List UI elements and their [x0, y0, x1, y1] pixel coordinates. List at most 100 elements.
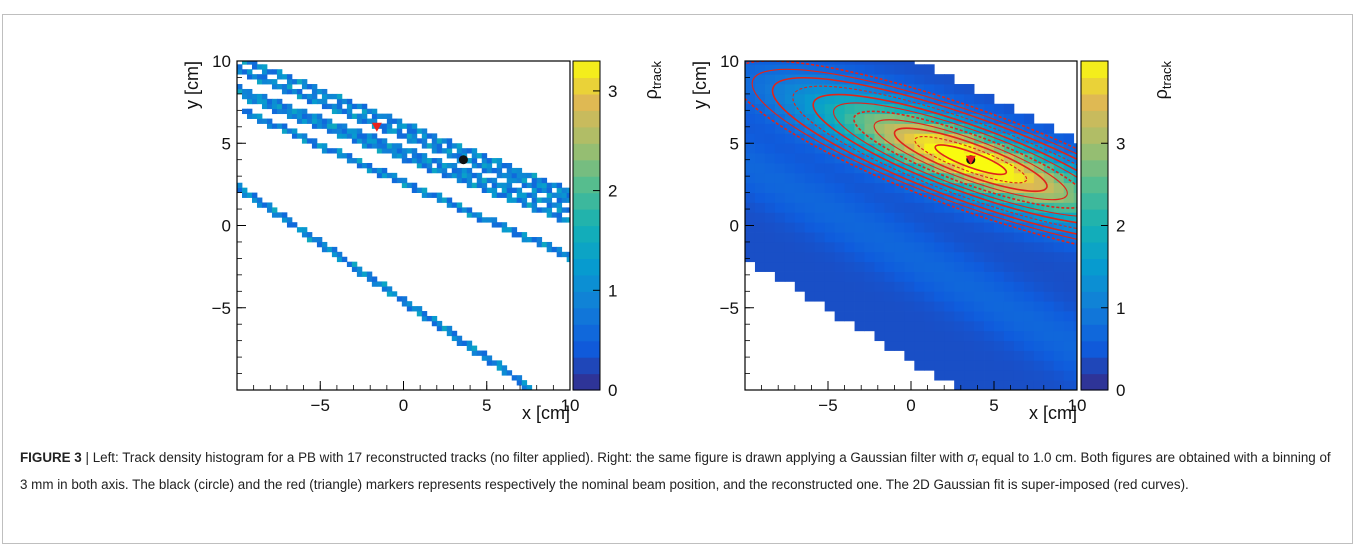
heatmap-cell — [874, 192, 885, 203]
heatmap-cell — [914, 192, 925, 203]
heatmap-cell — [874, 271, 885, 282]
heatmap-cell — [934, 74, 945, 85]
heatmap-cell — [1013, 271, 1025, 282]
heatmap-cell — [934, 360, 945, 371]
heatmap-cell — [854, 291, 865, 302]
heatmap-cell — [1013, 311, 1025, 322]
heatmap-cell — [531, 237, 538, 243]
heatmap-cell — [391, 143, 398, 149]
heatmap-cell — [914, 251, 925, 263]
heatmap-cell — [745, 251, 756, 263]
heatmap-cell — [844, 84, 855, 95]
colorbar-tick-label: 2 — [608, 182, 617, 201]
colorbar-segment — [1081, 258, 1108, 276]
heatmap-cell — [381, 148, 388, 154]
heatmap-cell — [854, 241, 865, 253]
heatmap-cell — [964, 192, 975, 203]
heatmap-cell — [954, 291, 965, 302]
heatmap-cell — [1013, 291, 1025, 302]
heatmap-cell — [281, 217, 288, 223]
heatmap-cell — [974, 143, 985, 154]
heatmap-cell — [336, 153, 343, 159]
heatmap-cell — [874, 212, 885, 223]
caption-sigma-subscript: f — [975, 457, 978, 468]
heatmap-cell — [531, 197, 538, 203]
colorbar-segment — [573, 176, 600, 194]
heatmap-cell — [306, 232, 313, 238]
heatmap-cell — [954, 251, 965, 263]
heatmap-cell — [466, 182, 473, 189]
heatmap-cell — [496, 182, 503, 189]
heatmap-cell — [844, 172, 855, 184]
heatmap-cell — [401, 133, 408, 139]
heatmap-cell — [954, 311, 965, 322]
heatmap-cell — [1053, 380, 1065, 390]
y-tick-label: 0 — [222, 217, 231, 236]
heatmap-cell — [1013, 241, 1025, 253]
heatmap-cell — [511, 232, 518, 238]
heatmap-cell — [416, 128, 423, 134]
heatmap-cell — [884, 133, 895, 144]
colorbar-tick-label: 1 — [608, 281, 617, 300]
heatmap-cell — [824, 162, 836, 174]
caption-text-part-2: equal to 1.0 cm. Both figures are obtain… — [20, 450, 1331, 492]
heatmap-cell — [316, 88, 323, 95]
heatmap-cell — [331, 128, 338, 134]
heatmap-cell — [964, 241, 975, 253]
heatmap-cell — [496, 167, 503, 174]
heatmap-cell — [914, 311, 925, 322]
heatmap-cell — [954, 370, 965, 381]
heatmap-cell — [421, 192, 428, 198]
heatmap-cell — [804, 222, 816, 233]
heatmap-cell — [964, 143, 975, 154]
heatmap-cell — [814, 153, 826, 164]
colorbar-segment — [1081, 340, 1108, 358]
colorbar-segment — [1081, 324, 1108, 342]
heatmap-cell — [511, 167, 518, 174]
heatmap-cell — [814, 64, 826, 75]
heatmap-cell — [984, 162, 995, 174]
heatmap-cell — [894, 301, 905, 312]
heatmap-cell — [1013, 251, 1025, 263]
heatmap-cell — [501, 370, 508, 376]
heatmap-cell — [1073, 311, 1077, 322]
heatmap-cell — [356, 266, 363, 272]
heatmap-cell — [944, 281, 955, 292]
heatmap-cell — [351, 128, 358, 134]
heatmap-cell — [546, 202, 553, 208]
heatmap-cell — [471, 350, 478, 356]
heatmap-cell — [431, 133, 438, 139]
heatmap-cell — [854, 103, 865, 115]
figure-caption: FIGURE 3 | Left: Track density histogram… — [20, 447, 1335, 495]
heatmap-cell — [551, 212, 558, 218]
heatmap-cell — [924, 153, 935, 164]
heatmap-cell — [406, 301, 413, 307]
heatmap-cell — [1043, 261, 1055, 272]
heatmap-cell — [296, 93, 303, 100]
heatmap-cell — [934, 350, 945, 361]
heatmap-cell — [814, 222, 826, 233]
heatmap-cell — [994, 271, 1005, 282]
heatmap-cell — [521, 385, 528, 390]
heatmap-cell — [824, 222, 836, 233]
heatmap-cell — [904, 261, 915, 272]
heatmap-cell — [894, 311, 905, 322]
heatmap-cell — [1033, 320, 1045, 332]
heatmap-cell — [834, 143, 845, 154]
heatmap-cell — [516, 380, 523, 386]
heatmap-cell — [804, 113, 816, 124]
heatmap-cell — [954, 261, 965, 272]
heatmap-cell — [854, 61, 865, 65]
heatmap-cell — [401, 182, 408, 189]
colorbar-segment — [573, 159, 600, 177]
heatmap-cell — [824, 232, 836, 243]
heatmap-cell — [486, 355, 493, 361]
gaussian-fit-contour — [771, 76, 1077, 243]
heatmap-cell — [834, 103, 845, 115]
heatmap-cell — [491, 158, 498, 164]
heatmap-cell — [521, 202, 528, 208]
heatmap-cell — [884, 301, 895, 312]
heatmap-cell — [934, 212, 945, 223]
heatmap-cell — [944, 143, 955, 154]
heatmap-cell — [804, 64, 816, 75]
